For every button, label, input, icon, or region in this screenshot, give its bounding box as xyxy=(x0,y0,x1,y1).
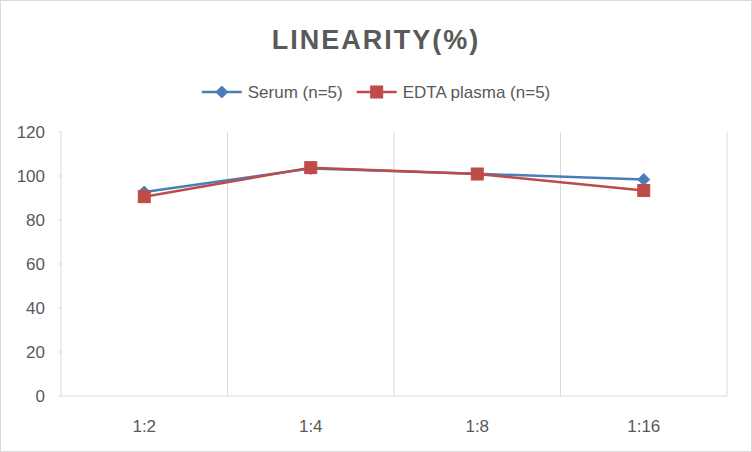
y-tick xyxy=(58,132,61,133)
y-tick xyxy=(58,308,61,309)
grid-line xyxy=(560,132,561,396)
series-line xyxy=(144,168,644,197)
y-tick xyxy=(58,264,61,265)
data-point xyxy=(305,162,317,174)
chart-container: LINEARITY(%) Serum (n=5) EDTA plasma (n=5)… xyxy=(0,0,752,452)
y-tick xyxy=(58,396,61,397)
chart-svg: LINEARITY(%) Serum (n=5) EDTA plasma (n=5)… xyxy=(0,0,752,452)
chart-title: LINEARITY(%) xyxy=(272,25,481,55)
grid-line xyxy=(227,132,228,396)
x-tick-label: 1:8 xyxy=(465,417,489,436)
legend-label: EDTA plasma (n=5) xyxy=(403,83,551,102)
legend-marker xyxy=(371,86,383,98)
grid-line xyxy=(727,132,728,396)
data-point xyxy=(471,168,483,180)
data-point xyxy=(471,168,483,180)
data-point xyxy=(638,185,650,197)
y-tick-label: 80 xyxy=(26,211,45,230)
y-tick-label: 20 xyxy=(26,343,45,362)
x-tick-label: 1:16 xyxy=(627,417,660,436)
legend-item: Serum (n=5) xyxy=(202,83,343,102)
legend-item: EDTA plasma (n=5) xyxy=(357,83,551,102)
chart-border xyxy=(1,1,752,452)
y-tick-label: 40 xyxy=(26,299,45,318)
y-tick-label: 60 xyxy=(26,255,45,274)
data-point xyxy=(305,163,317,175)
x-axis-line xyxy=(61,396,727,397)
data-point xyxy=(138,191,150,203)
plot-area xyxy=(138,162,650,203)
y-tick xyxy=(58,176,61,177)
x-tick-label: 1:2 xyxy=(132,417,156,436)
y-tick-label: 100 xyxy=(17,167,45,186)
legend-marker xyxy=(216,86,228,98)
legend: Serum (n=5) EDTA plasma (n=5) xyxy=(202,83,551,102)
legend-label: Serum (n=5) xyxy=(248,83,343,102)
y-tick xyxy=(58,352,61,353)
x-tick-label: 1:4 xyxy=(299,417,323,436)
y-tick-label: 120 xyxy=(17,123,45,142)
y-tick-label: 0 xyxy=(36,387,45,406)
data-point xyxy=(638,174,650,186)
y-tick xyxy=(58,220,61,221)
